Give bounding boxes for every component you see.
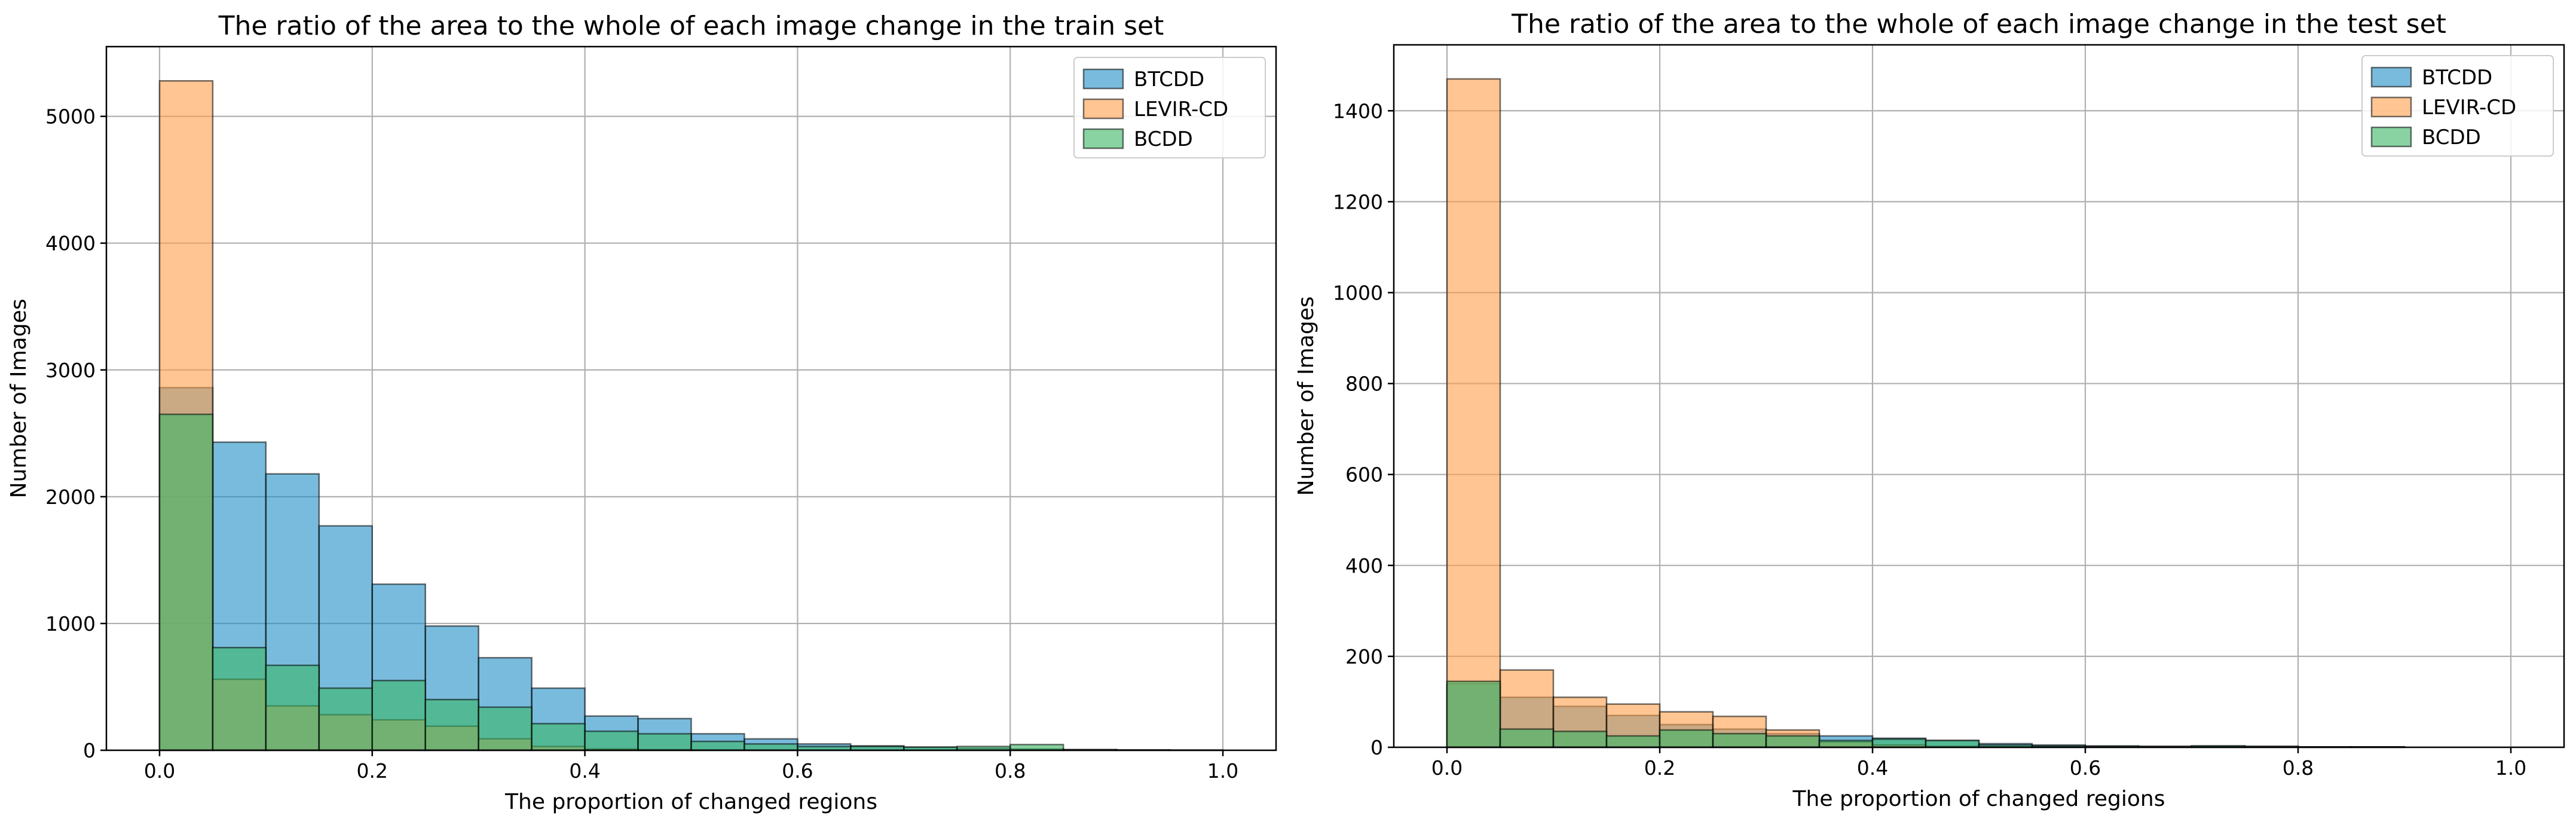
x-tick-label: 0.8 xyxy=(2283,756,2314,780)
histogram-bar xyxy=(1447,79,1500,747)
y-tick-label: 1400 xyxy=(1333,99,1383,123)
histogram-bar xyxy=(1553,731,1607,747)
histogram-bar xyxy=(1660,730,1713,747)
x-tick-label: 0.4 xyxy=(569,759,600,783)
legend-label: LEVIR-CD xyxy=(2422,96,2516,120)
histogram-bar xyxy=(479,707,532,750)
x-tick-label: 0.0 xyxy=(144,759,175,783)
x-tick-label: 0.6 xyxy=(2070,756,2101,780)
x-axis-label: The proportion of changed regions xyxy=(504,790,877,814)
histogram-bar xyxy=(1873,739,1926,747)
histogram-bar xyxy=(319,688,372,750)
legend-swatch xyxy=(1084,129,1123,148)
legend-swatch xyxy=(2372,68,2411,87)
legend-swatch xyxy=(2372,97,2411,117)
histogram-bar xyxy=(160,414,213,750)
legend-label: LEVIR-CD xyxy=(1134,97,1228,121)
histogram-bar xyxy=(213,647,266,750)
histogram-bar xyxy=(744,744,797,750)
legend-swatch xyxy=(1084,69,1123,88)
histogram-bar xyxy=(1010,744,1063,750)
histogram-bar xyxy=(1447,682,1500,747)
histogram-bar xyxy=(532,723,585,750)
histogram-bar xyxy=(266,665,319,750)
histogram-bar xyxy=(1713,734,1766,747)
legend: BTCDD LEVIR-CD BCDD xyxy=(2362,56,2553,156)
x-tick-label: 0.2 xyxy=(357,759,388,783)
legend: BTCDD LEVIR-CD BCDD xyxy=(1074,57,1265,158)
histogram-bar xyxy=(692,741,745,750)
y-tick-label: 3000 xyxy=(45,359,96,382)
y-tick-label: 1200 xyxy=(1333,190,1383,213)
y-tick-label: 1000 xyxy=(1333,281,1383,304)
legend-swatch xyxy=(2372,127,2411,146)
y-tick-label: 5000 xyxy=(45,105,96,129)
x-axis-label: The proportion of changed regions xyxy=(1792,787,2165,811)
x-tick-label: 0.8 xyxy=(995,759,1026,783)
x-tick-label: 0.2 xyxy=(1644,756,1675,780)
legend-label: BCDD xyxy=(1134,127,1193,151)
chart-title: The ratio of the area to the whole of ea… xyxy=(218,11,1164,41)
histogram-bar xyxy=(638,734,692,750)
histogram-bar xyxy=(1500,729,1553,747)
legend-label: BTCDD xyxy=(1134,68,1204,91)
y-axis-label: Number of Images xyxy=(7,299,31,499)
legend-label: BTCDD xyxy=(2422,66,2492,90)
histogram-bar xyxy=(372,680,426,750)
y-tick-label: 0 xyxy=(83,739,96,762)
histogram-bar xyxy=(585,731,638,750)
y-tick-label: 200 xyxy=(1345,645,1383,668)
y-tick-label: 2000 xyxy=(45,485,96,509)
y-tick-label: 800 xyxy=(1345,372,1383,396)
x-tick-label: 1.0 xyxy=(1207,759,1238,783)
legend-swatch xyxy=(1084,99,1123,118)
histogram-bar xyxy=(1607,736,1660,747)
histogram-bar xyxy=(1926,741,1979,747)
histogram-bar xyxy=(426,699,479,750)
y-tick-label: 4000 xyxy=(45,232,96,255)
legend-label: BCDD xyxy=(2422,126,2481,149)
x-tick-label: 1.0 xyxy=(2495,756,2526,780)
y-axis-label: Number of Images xyxy=(1294,297,1318,496)
x-tick-label: 0.4 xyxy=(1857,756,1888,780)
y-tick-label: 400 xyxy=(1345,554,1383,578)
y-tick-label: 600 xyxy=(1345,463,1383,487)
chart-title: The ratio of the area to the whole of ea… xyxy=(1511,9,2446,39)
y-tick-label: 0 xyxy=(1370,736,1383,759)
x-tick-label: 0.6 xyxy=(782,759,813,783)
y-tick-label: 1000 xyxy=(45,612,96,635)
histogram-bar xyxy=(1766,736,1819,747)
histogram-bar xyxy=(1819,741,1873,747)
x-tick-label: 0.0 xyxy=(1431,756,1463,780)
